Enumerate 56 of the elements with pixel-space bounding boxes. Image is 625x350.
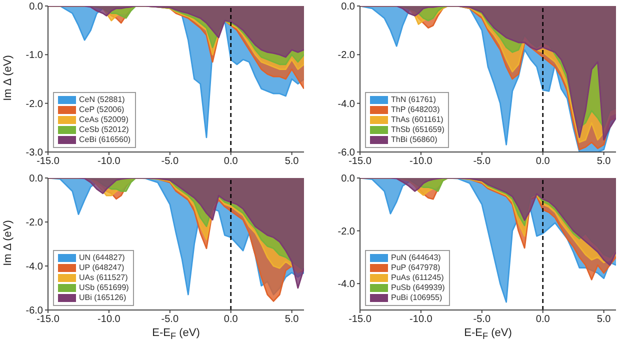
x-tick-label: 5.0 [284,314,300,326]
legend-label: PuBi (106955) [391,293,442,303]
legend-label: PuAs (611245) [391,273,444,283]
legend-label: UP (648247) [79,263,124,273]
y-axis-title: Im Δ (eV) [2,55,14,101]
legend-label: ThBi (56860) [391,135,438,145]
x-tick-label: 0.0 [224,156,238,168]
legend-label: PuP (647978) [391,263,440,273]
legend-label: CeN (52881) [79,95,125,105]
x-tick-label: -15.0 [36,314,60,326]
x-tick-label: -5.0 [161,314,179,326]
x-tick-label: 5.0 [596,314,612,326]
y-tick-label: -2.0 [338,226,356,238]
x-tick-label: -10.0 [98,156,121,168]
legend-label: UN (644827) [79,253,125,263]
y-tick-label: -4.0 [338,279,356,290]
x-tick-label: -10.0 [410,156,433,168]
y-tick-label: -4.0 [338,98,356,110]
y-tick-label: 0.0 [29,2,44,13]
x-tick-label: -15.0 [36,156,60,168]
y-tick-label: -2.0 [26,98,44,110]
x-tick-label: -5.0 [473,156,491,168]
legend-label: ThP (648203) [391,105,440,115]
y-tick-label: 0.0 [29,174,44,185]
x-tick-label: -5.0 [473,314,491,326]
legend-label: UAs (611527) [79,273,128,283]
x-tick-label: -5.0 [161,156,179,168]
y-tick-label: -4.0 [26,262,44,273]
legend-label: CeP (52006) [79,105,124,115]
y-tick-label: -1.0 [26,50,44,62]
legend-label: USb (651699) [79,283,129,293]
legend-label: ThSb (651659) [391,125,444,135]
x-axis-title: E-E$_{F}$ (eV) [151,327,201,342]
y-tick-label: 0.0 [341,174,356,185]
x-axis-title: E-E$_{F}$ (eV) [463,327,513,342]
y-tick-label: 0.0 [341,2,356,13]
y-tick-label: -2.0 [26,218,44,229]
x-tick-label: 5.0 [596,156,612,168]
legend-label: ThN (61761) [391,95,436,105]
legend-label: CeBi (616560) [79,135,131,145]
x-tick-label: 0.0 [536,314,550,326]
x-tick-label: 5.0 [284,156,300,168]
legend-label: ThAs (601161) [391,115,444,125]
x-tick-label: 0.0 [536,156,550,168]
x-tick-label: 0.0 [224,314,238,326]
x-tick-label: -15.0 [348,156,372,168]
legend-label: PuN (644643) [391,253,441,263]
y-tick-label: -2.0 [338,50,356,62]
x-tick-label: -10.0 [410,314,433,326]
y-axis-title: Im Δ (eV) [2,220,14,266]
legend-label: UBi (165126) [79,293,126,303]
x-tick-label: -10.0 [98,314,121,326]
legend-label: CeAs (52009) [79,115,128,125]
legend-label: PuSb (649939) [391,283,445,293]
legend-label: CeSb (52012) [79,125,129,135]
x-tick-label: -15.0 [348,314,372,326]
